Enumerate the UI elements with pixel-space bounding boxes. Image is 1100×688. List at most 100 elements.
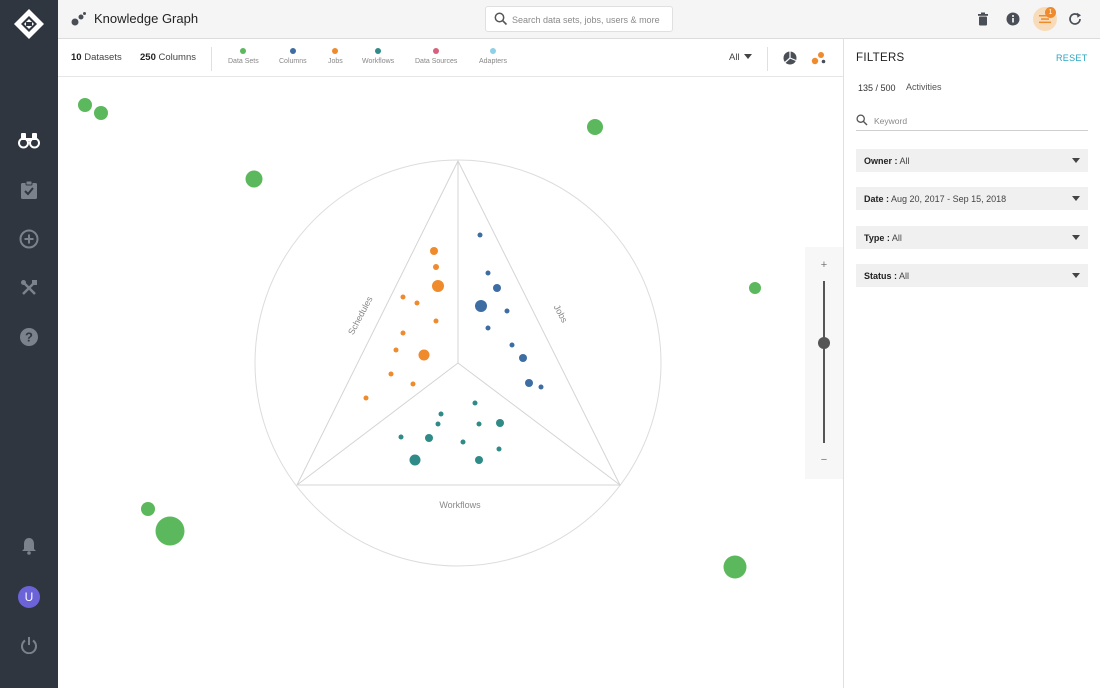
activity-count: 135 / 500 — [858, 83, 896, 93]
workflow-node[interactable] — [460, 439, 466, 445]
info-button[interactable] — [1002, 8, 1024, 30]
job-node[interactable] — [475, 300, 487, 312]
job-node[interactable] — [504, 308, 510, 314]
schedule-node[interactable] — [414, 300, 420, 306]
job-node[interactable] — [477, 232, 483, 238]
workflow-node[interactable] — [475, 456, 483, 464]
zoom-in-button[interactable]: + — [820, 259, 828, 271]
dataset-node[interactable] — [723, 555, 747, 579]
scatter-view-icon[interactable] — [811, 50, 827, 66]
keyword-filter[interactable] — [856, 112, 1088, 131]
legend-data-sets[interactable]: Data Sets — [228, 48, 259, 65]
filter-key: Type : — [864, 233, 890, 243]
nav-add[interactable] — [17, 227, 41, 251]
logo-icon[interactable] — [13, 8, 45, 40]
global-search[interactable] — [485, 6, 673, 32]
nav-logout[interactable] — [17, 633, 41, 657]
filters-panel: FILTERS RESET 135 / 500 Activities Owner… — [843, 39, 1100, 688]
schedule-node[interactable] — [400, 330, 406, 336]
job-node[interactable] — [519, 354, 527, 362]
schedule-node[interactable] — [430, 247, 438, 255]
chevron-down-icon — [1072, 235, 1080, 240]
legend-jobs[interactable]: Jobs — [328, 48, 343, 65]
workflow-node[interactable] — [472, 400, 478, 406]
owner-filter-dropdown[interactable]: Owner : All — [856, 149, 1088, 172]
schedule-node[interactable] — [393, 347, 399, 353]
legend-workflows[interactable]: Workflows — [362, 48, 394, 65]
nav-notifications[interactable] — [17, 534, 41, 558]
workflow-node[interactable] — [398, 434, 404, 440]
job-node[interactable] — [525, 379, 533, 387]
job-node[interactable] — [485, 270, 491, 276]
search-input[interactable] — [512, 11, 668, 28]
dataset-node[interactable] — [141, 502, 155, 516]
legend-label: Data Sources — [415, 58, 458, 65]
workflow-node[interactable] — [496, 446, 502, 452]
section-label-jobs: Jobs — [552, 303, 570, 325]
workflow-nodes — [398, 400, 504, 466]
schedule-node[interactable] — [432, 280, 444, 292]
knowledge-graph-canvas[interactable]: Schedules Jobs Workflows — [58, 77, 843, 688]
tools-icon — [21, 280, 37, 295]
legend-dot — [289, 48, 296, 54]
section-label-workflows: Workflows — [439, 500, 481, 510]
zoom-out-button[interactable]: − — [820, 454, 828, 466]
job-node[interactable] — [485, 325, 491, 331]
dataset-node[interactable] — [94, 106, 108, 120]
date-filter-dropdown[interactable]: Date : Aug 20, 2017 - Sep 15, 2018 — [856, 187, 1088, 210]
type-filter-dropdown[interactable]: Type : All — [856, 226, 1088, 249]
dataset-node[interactable] — [587, 119, 603, 135]
dataset-node[interactable] — [78, 98, 92, 112]
workflow-node[interactable] — [425, 434, 433, 442]
avatar[interactable]: U — [18, 586, 40, 608]
date-filter-label: Date : Aug 20, 2017 - Sep 15, 2018 — [864, 194, 1006, 204]
workflow-node[interactable] — [438, 411, 444, 417]
nav-explore[interactable] — [17, 128, 41, 152]
datasets-count: 10 — [71, 52, 82, 63]
chevron-down-icon — [1072, 273, 1080, 278]
legend-columns[interactable]: Columns — [279, 48, 307, 65]
view-filter-select[interactable]: All — [729, 52, 752, 63]
schedule-node[interactable] — [410, 381, 416, 387]
schedule-node[interactable] — [433, 264, 439, 270]
schedule-node[interactable] — [388, 371, 394, 377]
job-node[interactable] — [538, 384, 544, 390]
schedule-node[interactable] — [363, 395, 369, 401]
zoom-control: + − — [805, 247, 843, 479]
binoculars-icon — [18, 133, 40, 149]
workflow-node[interactable] — [496, 419, 504, 427]
schedule-node[interactable] — [400, 294, 406, 300]
chevron-down-icon — [743, 54, 752, 59]
filter-list-icon — [1039, 15, 1051, 24]
workflow-node[interactable] — [409, 454, 421, 466]
filter-value: All — [899, 271, 910, 281]
refresh-button[interactable] — [1064, 8, 1086, 30]
nav-tasks[interactable] — [17, 178, 41, 202]
nav-help[interactable]: ? — [17, 325, 41, 349]
workflow-node[interactable] — [435, 421, 441, 427]
workflow-node[interactable] — [476, 421, 482, 427]
job-node[interactable] — [493, 284, 501, 292]
keyword-input[interactable] — [874, 114, 1084, 128]
schedule-node[interactable] — [433, 318, 439, 324]
nav-tools[interactable] — [17, 276, 41, 300]
delete-button[interactable] — [972, 8, 994, 30]
dataset-node[interactable] — [245, 170, 263, 188]
dataset-node[interactable] — [155, 516, 185, 546]
pie-view-icon[interactable] — [783, 51, 797, 65]
reset-filters-button[interactable]: RESET — [1056, 53, 1088, 63]
type-filter-label: Type : All — [864, 233, 902, 243]
legend-adapters[interactable]: Adapters — [479, 48, 507, 65]
zoom-slider-track[interactable] — [823, 281, 825, 443]
dataset-node[interactable] — [749, 282, 761, 294]
owner-filter-label: Owner : All — [864, 156, 910, 166]
filters-title: FILTERS — [856, 52, 905, 64]
chevron-down-icon — [1072, 196, 1080, 201]
legend-data-sources[interactable]: Data Sources — [415, 48, 457, 65]
status-filter-dropdown[interactable]: Status : All — [856, 264, 1088, 287]
toolbar-divider — [767, 47, 768, 71]
schedule-node[interactable] — [418, 349, 430, 361]
job-node[interactable] — [509, 342, 515, 348]
graph-svg[interactable]: Schedules Jobs Workflows — [58, 77, 843, 688]
zoom-slider-handle[interactable] — [818, 336, 830, 349]
